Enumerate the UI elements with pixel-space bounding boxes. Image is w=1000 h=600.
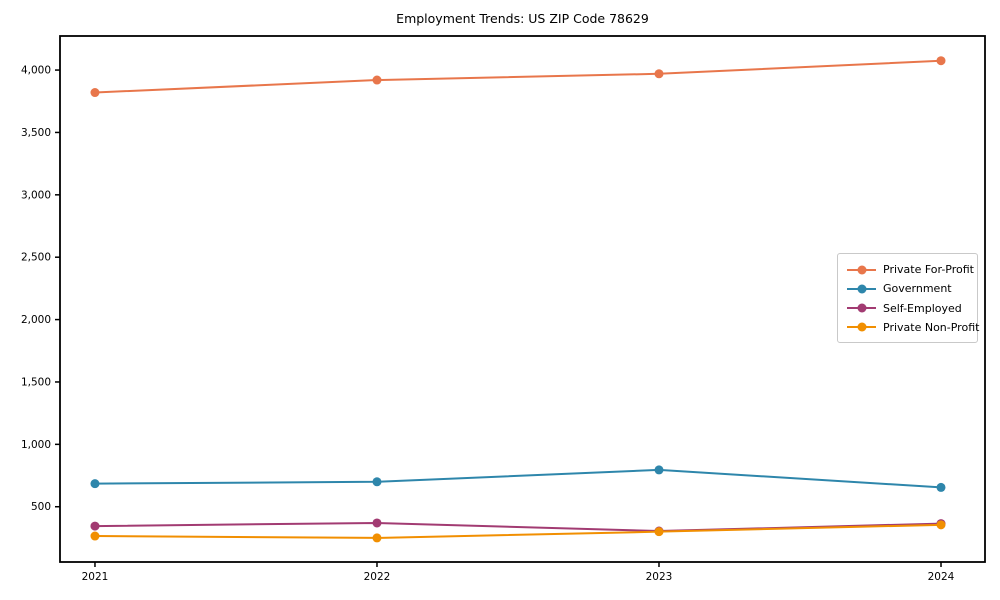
chart-title: Employment Trends: US ZIP Code 78629 (396, 11, 649, 26)
data-point-marker (372, 477, 382, 487)
data-point-marker (372, 533, 382, 543)
legend-line-marker-icon (847, 303, 876, 314)
data-point-marker (90, 88, 100, 98)
legend-label: Private For-Profit (883, 263, 974, 276)
y-axis: 500 1,000 1,500 2,000 2,500 3,000 3,500 4,000 (21, 65, 60, 513)
legend-item-private-for-profit: Private For-Profit (847, 261, 974, 278)
plot-box (59, 35, 986, 563)
data-point-marker (936, 56, 946, 66)
data-point-marker (936, 482, 946, 492)
legend-label: Private Non-Profit (883, 320, 980, 334)
series-private-non-profit (90, 520, 946, 543)
y-tick-label: 4,000 (21, 65, 51, 77)
series-government (90, 465, 946, 492)
data-point-marker (936, 520, 946, 530)
legend-line-marker-icon (847, 322, 876, 333)
y-tick-label: 500 (31, 501, 51, 513)
data-point-marker (372, 75, 382, 85)
data-point-marker (90, 531, 100, 541)
y-tick-label: 3,500 (21, 127, 51, 139)
legend-item-private-non-profit: Private Non-Profit (847, 319, 979, 336)
y-tick-label: 3,000 (21, 189, 51, 201)
legend-dot-icon (857, 322, 866, 332)
legend: Private For-Profit Government Self-Employe… (837, 253, 979, 343)
legend-label: Government (883, 282, 952, 296)
x-tick-label: 2024 (928, 571, 955, 583)
y-tick-label: 2,500 (21, 252, 51, 264)
series-line (94, 523, 942, 539)
series-private-for-profit (90, 56, 946, 98)
legend-label: Self-Employed (883, 301, 962, 315)
data-point-marker (90, 521, 100, 531)
legend-line-marker-icon (847, 283, 876, 294)
x-tick-label: 2021 (82, 571, 109, 583)
x-axis: 2021 2022 2023 2024 (82, 562, 955, 583)
x-tick-label: 2022 (364, 571, 391, 583)
y-tick-label: 2,000 (21, 314, 51, 326)
legend-dot-icon (857, 303, 866, 313)
x-tick-label: 2023 (646, 571, 673, 583)
series-line (94, 59, 942, 94)
y-tick-label: 1,500 (21, 376, 51, 388)
legend-dot-icon (857, 265, 866, 274)
data-point-marker (372, 518, 382, 528)
series-line (94, 468, 942, 489)
legend-item-self-employed: Self-Employed (847, 300, 969, 317)
data-point-marker (654, 527, 664, 537)
legend-dot-icon (857, 284, 866, 294)
legend-item-government: Government (847, 280, 969, 297)
data-point-marker (654, 465, 664, 475)
legend-line-marker-icon (847, 264, 876, 275)
data-point-marker (654, 69, 664, 79)
y-tick-label: 1,000 (21, 439, 51, 451)
data-point-marker (90, 479, 100, 489)
